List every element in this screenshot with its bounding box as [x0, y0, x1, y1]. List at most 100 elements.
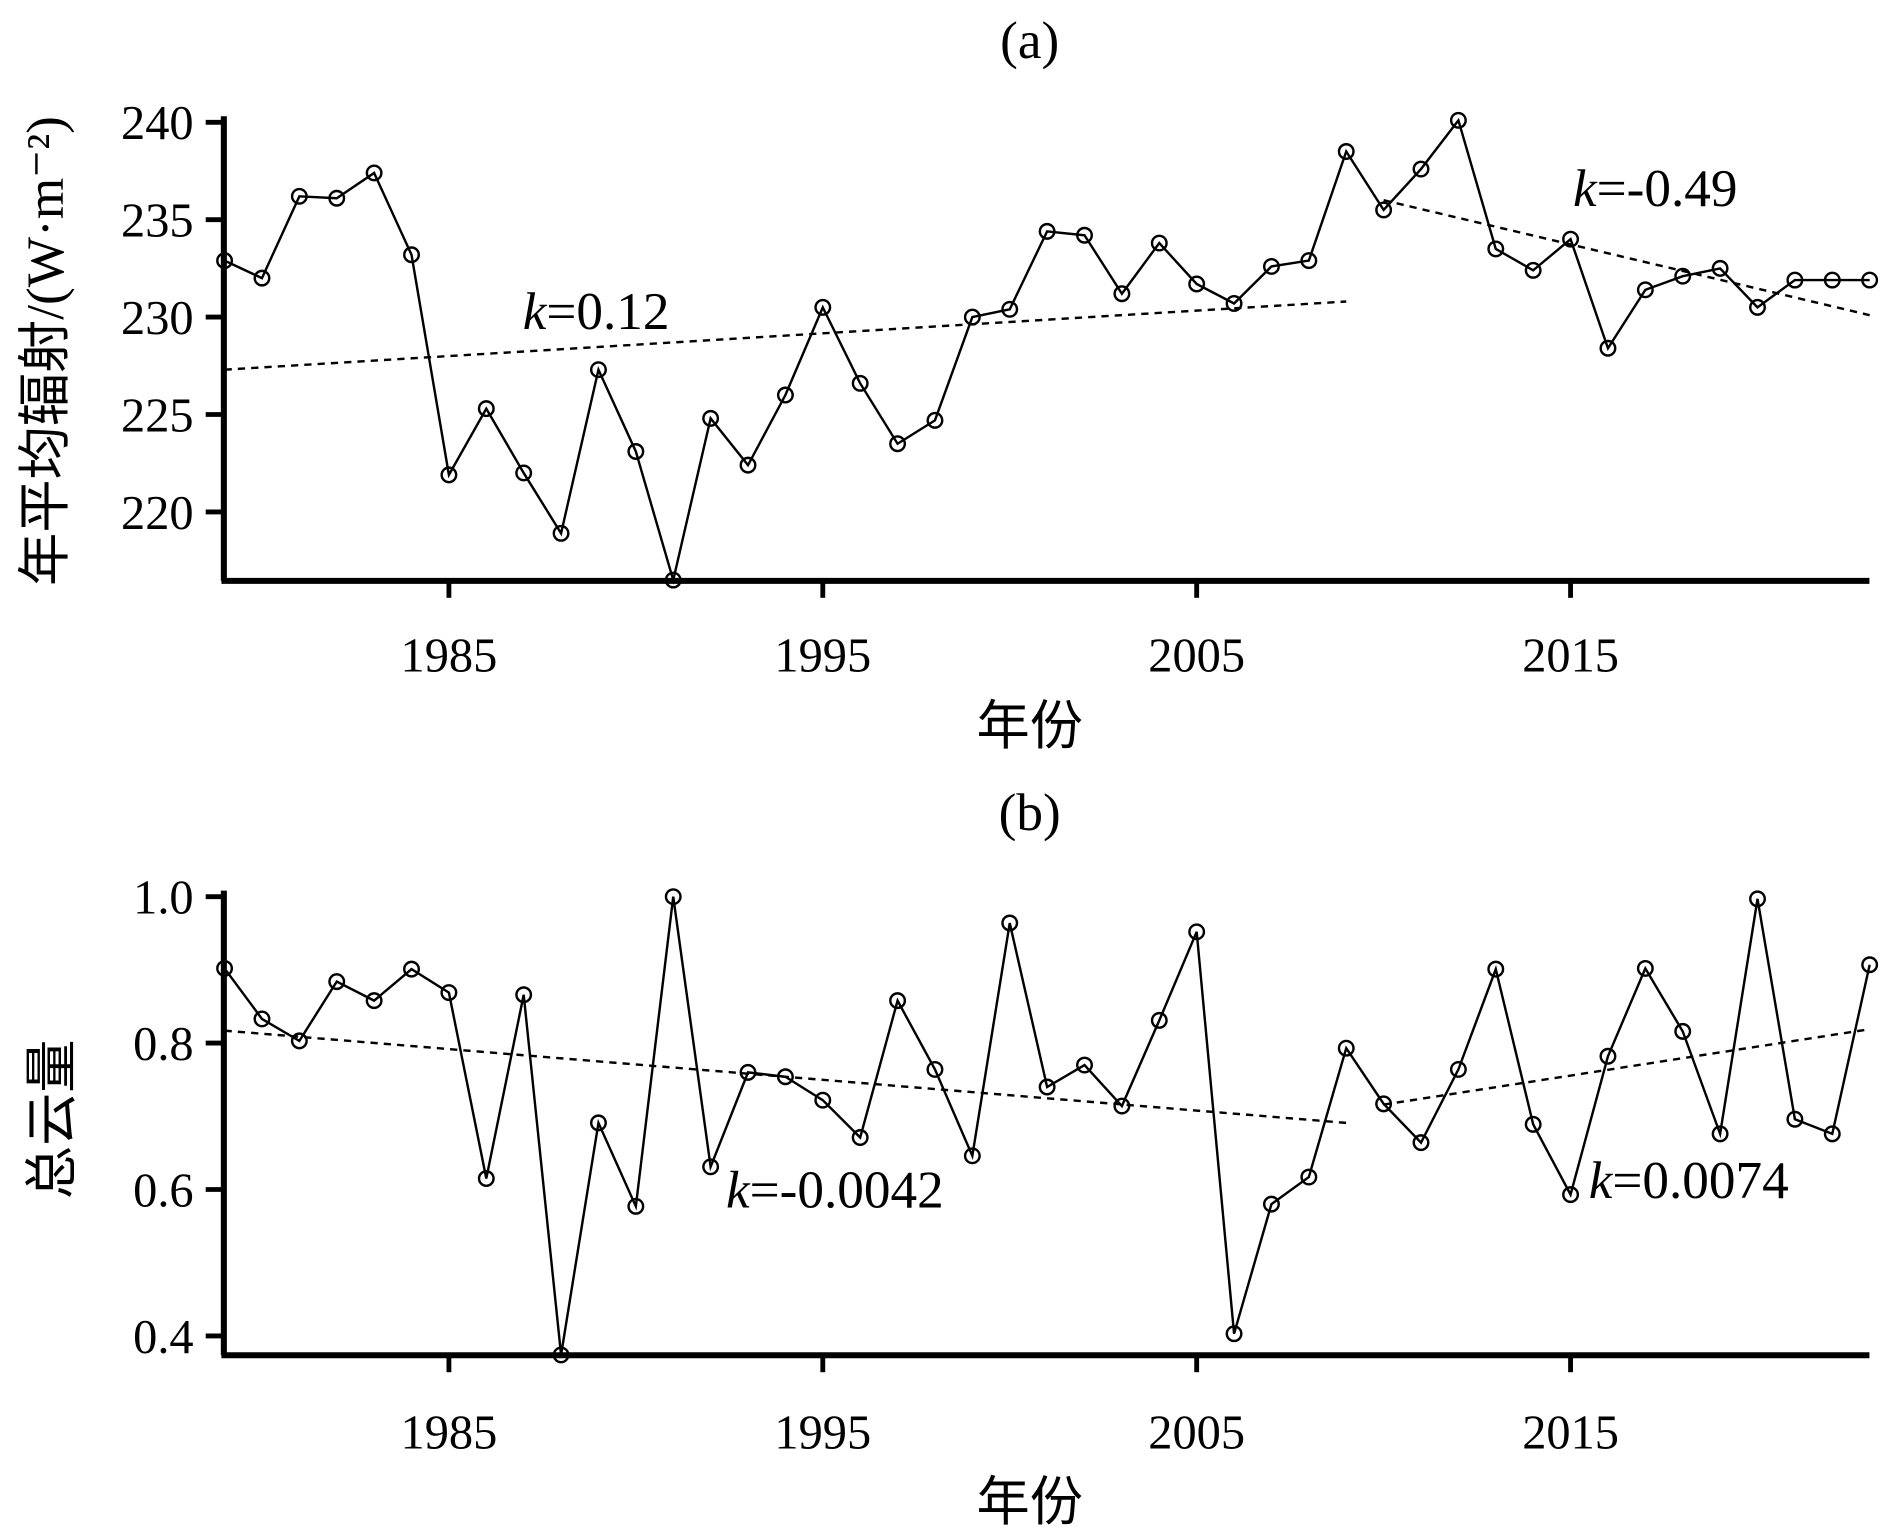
panel-a-title: (a) — [1000, 11, 1059, 70]
panel-b-data-point — [851, 1129, 869, 1146]
panel-b-data-point — [1749, 890, 1766, 908]
panel-b-data-point — [1524, 1115, 1542, 1133]
panel-a-data-point — [403, 246, 420, 264]
panel-a-y-tick-label: 240 — [121, 97, 194, 150]
panel-b-y-tick-label: 0.8 — [133, 1018, 193, 1071]
trend-k-symbol: k — [1589, 1151, 1614, 1210]
panel-b-data-point — [627, 1197, 645, 1215]
panel-b-x-tick-label: 1985 — [401, 1406, 498, 1459]
panel-a-y-tick-label: 230 — [121, 292, 194, 345]
panel-b-data-point — [290, 1032, 308, 1050]
panel-a-data-point — [1038, 222, 1056, 240]
panel-b-data-point — [702, 1158, 720, 1176]
panel-b-ylabel: 总云量 — [23, 1039, 82, 1199]
panel-b-data-point — [1636, 959, 1654, 977]
panel-b-data-point — [1300, 1168, 1318, 1186]
trend-k-symbol: k — [523, 282, 548, 341]
panel-b-data-point — [1711, 1125, 1729, 1143]
panel-a-data-point — [1150, 234, 1168, 252]
panel-a-data-point — [963, 308, 981, 326]
panel-b-data-point — [1562, 1186, 1580, 1204]
panel-a-data-point — [216, 252, 234, 270]
panel-b-y-tick-label: 1.0 — [133, 872, 193, 925]
panel-a-data-point — [664, 571, 682, 589]
panel-a-x-tick-label: 2015 — [1522, 630, 1619, 683]
panel-a-data-point — [589, 361, 607, 379]
panel-a-y-tick-label: 225 — [121, 389, 194, 442]
panel-a-data-point — [1262, 257, 1280, 275]
panel-a-data-point — [739, 456, 757, 474]
panel-b-data-point — [1823, 1125, 1841, 1143]
panel-a-data-point — [1300, 252, 1318, 270]
panel-b-data-point — [1038, 1078, 1056, 1096]
panel-a-data-point — [1861, 271, 1879, 289]
panel-b-data-point — [477, 1170, 495, 1187]
panel-a-data-point — [515, 464, 533, 482]
panel-a-data-point — [365, 164, 383, 182]
panel-a-data-point — [926, 411, 944, 429]
panel-a-data-point — [1711, 259, 1729, 277]
panel-b-data-point — [328, 973, 346, 991]
panel-a-trend-label: k=-0.49 — [1573, 159, 1738, 218]
panel-b-data-point — [926, 1060, 944, 1078]
panel-a-data-point — [1375, 201, 1393, 219]
trend-k-value: =-0.49 — [1597, 159, 1738, 218]
trend-k-symbol: k — [1573, 159, 1598, 218]
panel-a-data-point — [702, 409, 720, 427]
panel-a-data-point — [1225, 294, 1243, 312]
panel-b-x-tick-label: 1995 — [774, 1406, 871, 1459]
panel-a-data-point — [1823, 271, 1841, 289]
panel-b-data-point — [1861, 956, 1879, 974]
panel-b-y-tick-label: 0.4 — [133, 1311, 193, 1364]
panel-a-data-point — [1449, 111, 1467, 129]
panel-b-data-point — [1375, 1095, 1393, 1113]
trend-k-value: =-0.0042 — [750, 1161, 944, 1220]
panel-b-trend-label: k=-0.0042 — [726, 1161, 944, 1220]
panel-b-data-point — [1449, 1060, 1467, 1078]
panel-a-data-point — [290, 187, 308, 205]
panel-b-data-point — [776, 1068, 794, 1086]
panel-a-data-point — [1524, 261, 1542, 279]
panel-a-data-point — [1113, 285, 1131, 303]
panel-a-data-point — [814, 298, 832, 316]
panel-a-series-line — [224, 117, 1870, 585]
panel-a-data-point — [1562, 230, 1580, 248]
panel-a-ylabel: 年平均辐射/(W·m⁻²) — [16, 116, 75, 586]
panel-b-y-tick-label: 0.6 — [133, 1164, 193, 1217]
panel-a-x-tick-label: 1985 — [401, 630, 498, 683]
panel-b-data-point — [216, 959, 234, 977]
panel-b-data-point — [1337, 1039, 1355, 1057]
panel-a-data-point — [1749, 298, 1766, 316]
panel-b-series-line — [223, 896, 1871, 1356]
panel-b-trend-label: k=0.0074 — [1589, 1151, 1789, 1210]
panel-b-data-point — [1599, 1047, 1617, 1065]
panel-a-data-point — [328, 189, 346, 207]
panel-a-data-point — [1599, 339, 1617, 357]
trend-k-value: =0.0074 — [1612, 1151, 1788, 1210]
panel-a-y-tick-label: 220 — [121, 487, 194, 540]
panel-b-data-point — [664, 888, 682, 906]
panel-a-data-point — [1001, 300, 1019, 318]
panel-a-data-point — [1636, 281, 1654, 299]
panel-a-trend-label: k=0.12 — [523, 282, 670, 341]
panel-b-data-point — [589, 1114, 607, 1132]
panel-b-data-point — [515, 986, 533, 1004]
panel-b-data-point — [889, 992, 907, 1010]
panel-a-trend-line — [1383, 199, 1870, 317]
panel-b-data-point — [1674, 1022, 1692, 1040]
panel-a-y-tick-label: 235 — [121, 195, 194, 248]
panel-b-title: (b) — [999, 783, 1061, 842]
panel-a-data-point — [1487, 240, 1505, 258]
panel-b-data-point — [1188, 923, 1206, 941]
panel-a-data-point — [776, 386, 794, 404]
panel-a-data-point — [889, 435, 907, 453]
panel-a-x-tick-label: 2005 — [1148, 630, 1245, 683]
panel-b-trend-line — [1383, 1027, 1870, 1106]
panel-b-data-point — [403, 960, 420, 978]
trend-k-value: =0.12 — [546, 282, 669, 341]
panel-b-data-point — [1262, 1195, 1280, 1213]
trend-k-symbol: k — [726, 1161, 751, 1220]
panel-b-xlabel: 年份 — [976, 1473, 1082, 1532]
panel-b-data-point — [253, 1010, 271, 1028]
